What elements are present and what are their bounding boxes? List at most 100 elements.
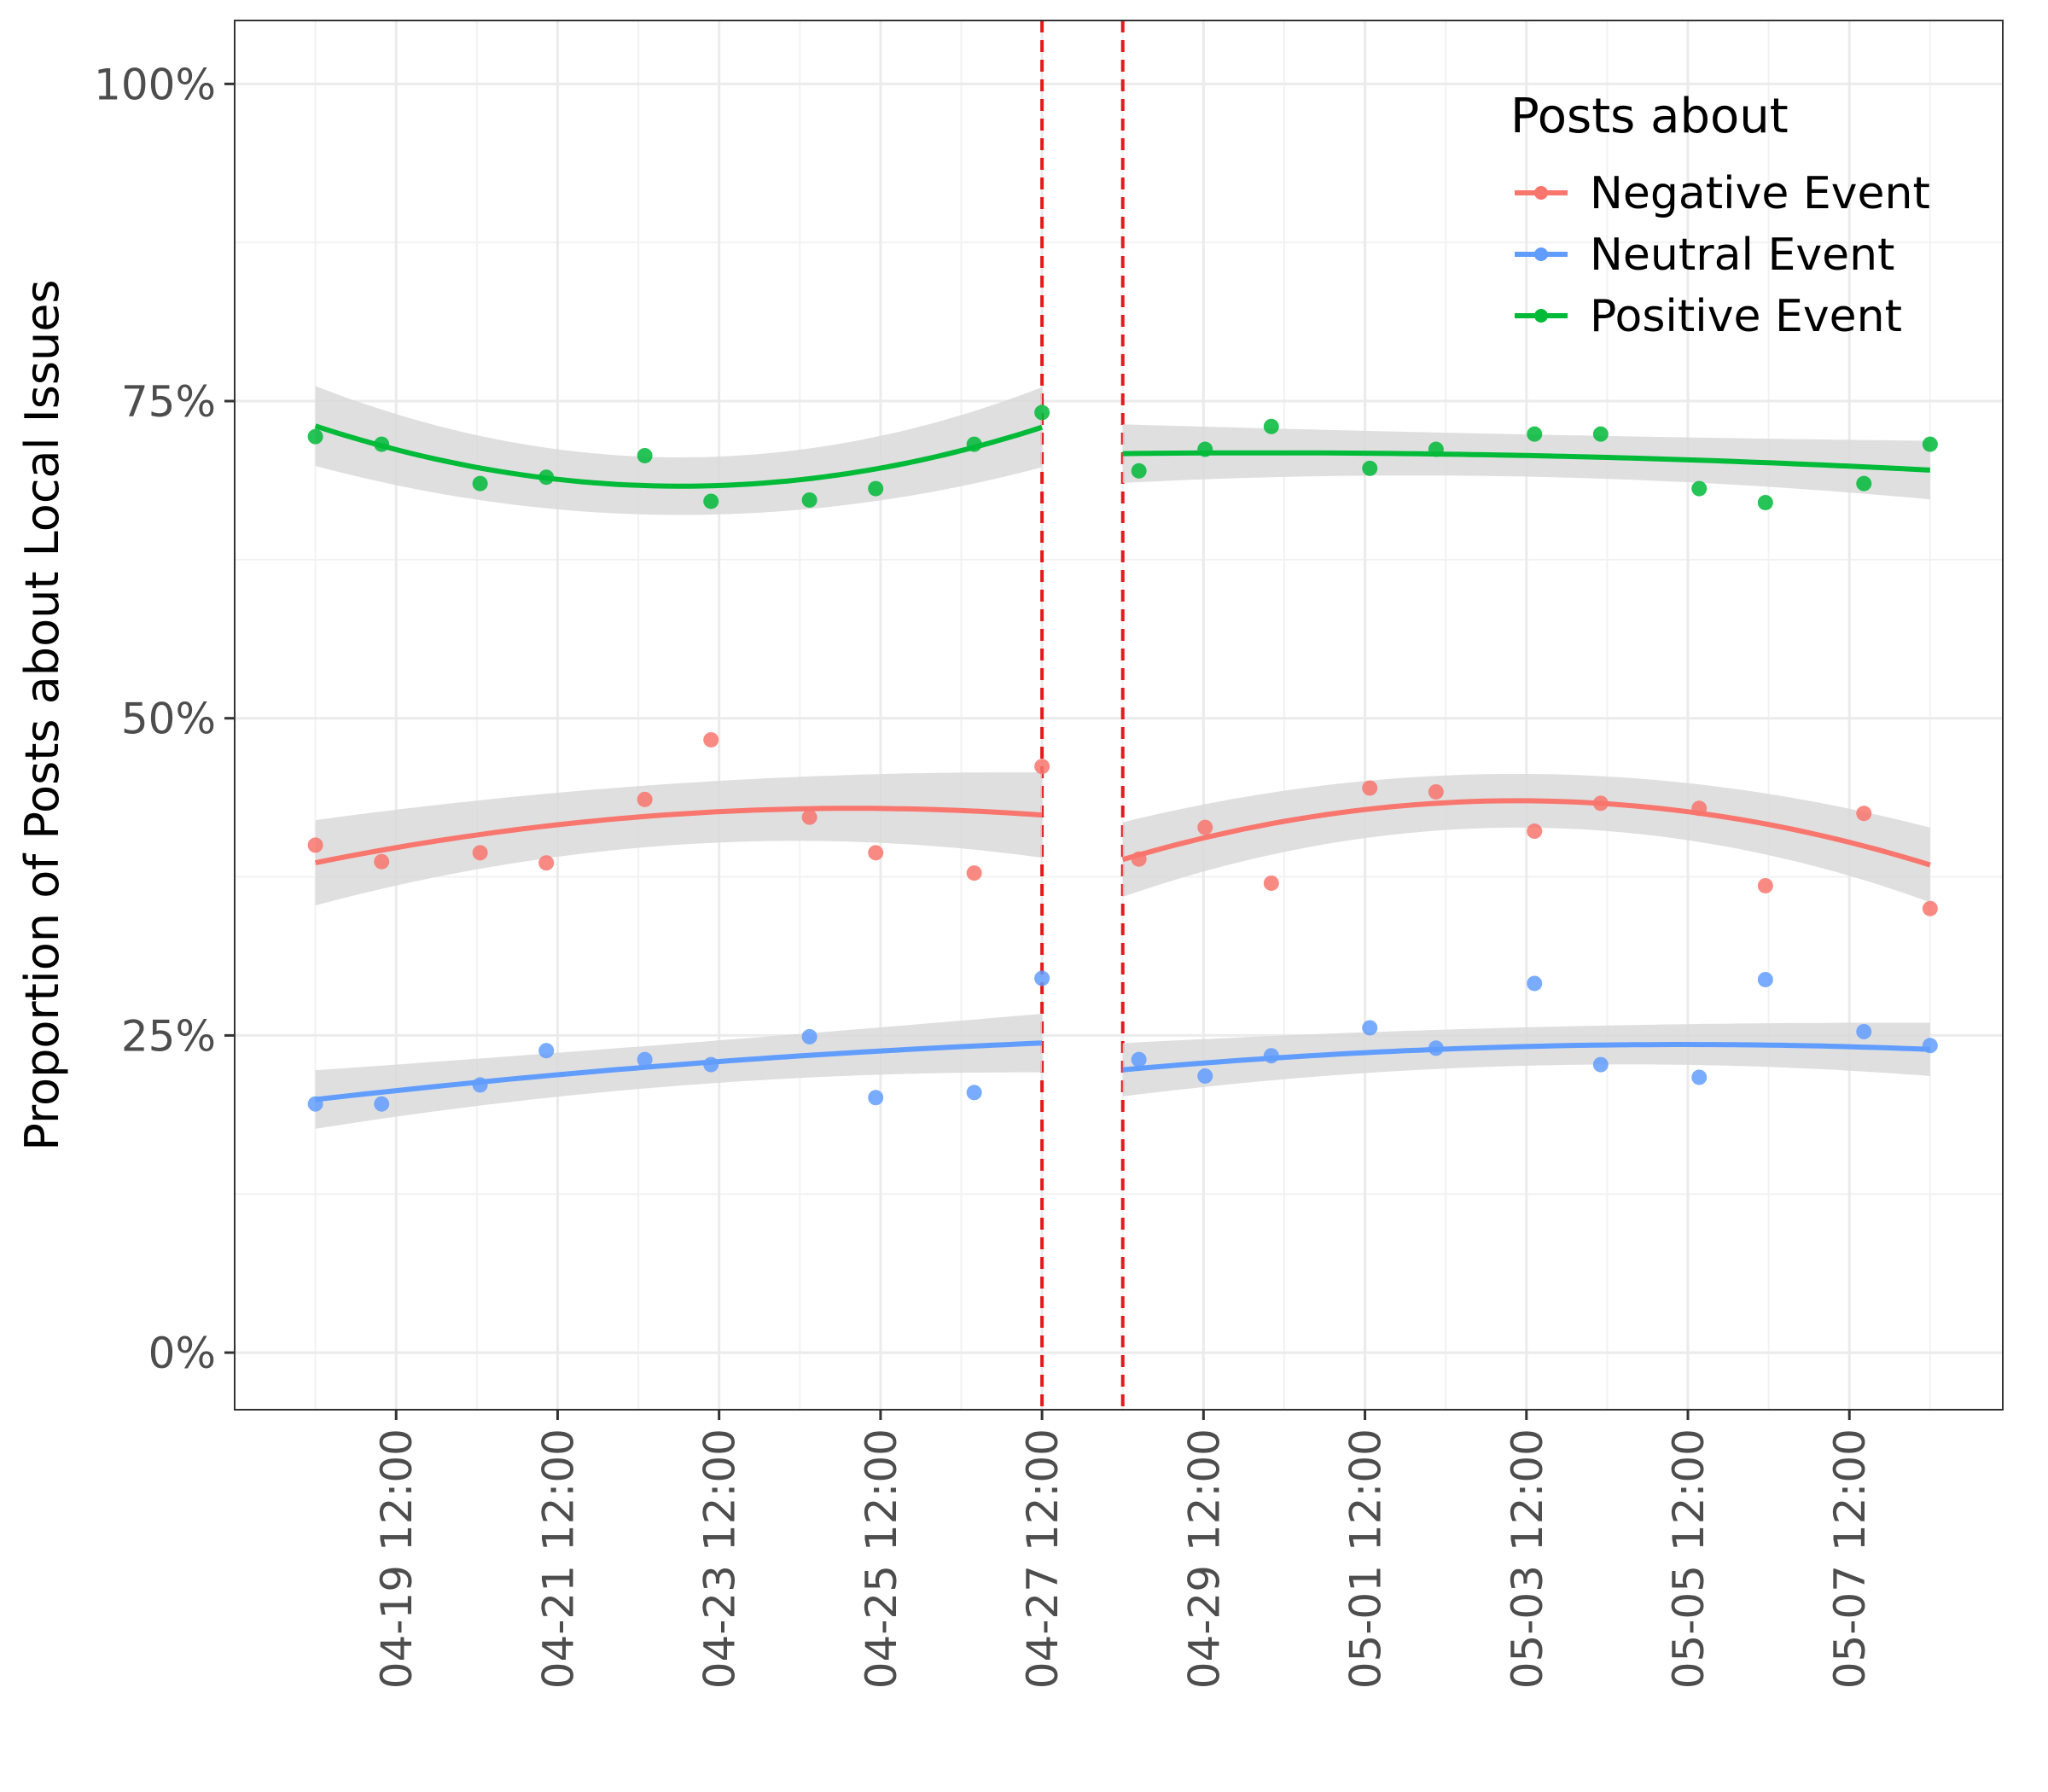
legend: Posts about Negative Event Neutral Event P… [1510, 89, 1930, 342]
data-point [307, 428, 323, 445]
y-axis-title: Proportion of Posts about Local Issues [15, 279, 69, 1150]
confidence-band [315, 1014, 1043, 1129]
trend-line [314, 806, 1043, 866]
data-point [1263, 1048, 1279, 1064]
data-point [307, 837, 323, 853]
data-point [472, 1077, 488, 1093]
data-point [868, 1090, 884, 1106]
legend-label: Positive Event [1590, 291, 1902, 342]
y-tick-label: 50% [121, 695, 216, 744]
x-tick-label: 05-01 12:00 [1341, 1428, 1391, 1689]
data-point [1592, 426, 1609, 442]
data-point [1757, 494, 1773, 510]
data-point [1691, 800, 1708, 817]
y-tick-label: 25% [121, 1011, 216, 1061]
x-tick-label: 05-03 12:00 [1503, 1428, 1552, 1689]
data-point [703, 1056, 719, 1073]
data-point [1922, 1038, 1938, 1054]
data-point [1362, 460, 1378, 476]
data-point [966, 436, 982, 452]
data-point [1263, 875, 1279, 891]
data-point [966, 1085, 982, 1101]
data-point [1197, 819, 1213, 835]
data-point [1263, 418, 1279, 434]
data-point [1527, 426, 1543, 442]
data-point [1362, 1020, 1378, 1036]
legend-key-point [1534, 247, 1548, 261]
x-tick-label: 04-25 12:00 [857, 1428, 906, 1689]
data-point [1757, 971, 1773, 987]
trend-line [1122, 1042, 1930, 1073]
data-point [1034, 759, 1050, 775]
data-point [538, 469, 555, 486]
plot-border [234, 20, 2004, 1411]
confidence-bands [315, 386, 1930, 1129]
confidence-band [315, 772, 1043, 905]
legend-key-point [1534, 186, 1548, 200]
data-point [1691, 480, 1708, 497]
data-point [374, 1096, 390, 1112]
data-point [801, 809, 817, 825]
x-tick-label: 04-27 12:00 [1018, 1428, 1068, 1689]
trend-lines [314, 423, 1931, 1103]
data-point [1856, 475, 1872, 492]
data-point [1856, 1023, 1872, 1039]
data-point [1592, 1056, 1609, 1073]
confidence-band [1122, 773, 1930, 903]
data-point [703, 731, 719, 748]
data-point [1428, 783, 1444, 800]
trend-line [1121, 798, 1931, 868]
data-point [1197, 441, 1213, 457]
confidence-band [1122, 424, 1930, 500]
data-point [1034, 404, 1050, 421]
data-point [1922, 436, 1938, 452]
data-point [374, 436, 390, 452]
data-point [1922, 900, 1938, 916]
data-point [1691, 1069, 1708, 1085]
data-point [1757, 877, 1773, 893]
confidence-band [315, 386, 1043, 515]
data-point [801, 492, 817, 508]
y-tick-label: 100% [94, 60, 216, 109]
data-point [472, 475, 488, 492]
confidence-band [1122, 1022, 1930, 1097]
x-tick-label: 04-23 12:00 [695, 1428, 745, 1689]
data-point [1197, 1068, 1213, 1084]
event-markers [1040, 20, 1125, 1410]
data-point [703, 493, 719, 509]
data-point [1428, 1040, 1444, 1056]
data-point [538, 1043, 555, 1059]
data-point [1856, 806, 1872, 822]
legend-label: Negative Event [1590, 168, 1930, 219]
legend-title: Posts about [1510, 89, 1789, 144]
axes: 0% 25% 50% 75% 100% 04-19 12:00 04-21 12:00 04-… [94, 60, 1875, 1689]
data-point [1527, 975, 1543, 992]
data-point [538, 855, 555, 871]
data-point [472, 845, 488, 861]
data-point [637, 791, 653, 807]
data-point [1131, 1051, 1147, 1068]
data-point [1592, 795, 1609, 812]
x-tick-label: 04-29 12:00 [1179, 1428, 1229, 1689]
data-point [374, 853, 390, 870]
x-tick-label: 05-07 12:00 [1825, 1428, 1875, 1689]
data-point [1034, 970, 1050, 986]
x-tick-label: 05-05 12:00 [1664, 1428, 1713, 1689]
trend-line [1122, 450, 1930, 473]
data-point [637, 447, 653, 463]
x-tick-label: 04-21 12:00 [533, 1428, 583, 1689]
trend-line [315, 1040, 1043, 1103]
y-tick-label: 75% [121, 377, 216, 427]
data-point [1362, 780, 1378, 796]
data-point [868, 480, 884, 497]
data-point [307, 1096, 323, 1112]
data-point [1428, 441, 1444, 457]
data-point [1527, 823, 1543, 840]
data-point [868, 845, 884, 861]
data-points [307, 404, 1938, 1112]
legend-label: Neutral Event [1590, 230, 1894, 281]
data-point [966, 865, 982, 881]
data-point [1131, 463, 1147, 479]
legend-key-point [1534, 309, 1548, 323]
